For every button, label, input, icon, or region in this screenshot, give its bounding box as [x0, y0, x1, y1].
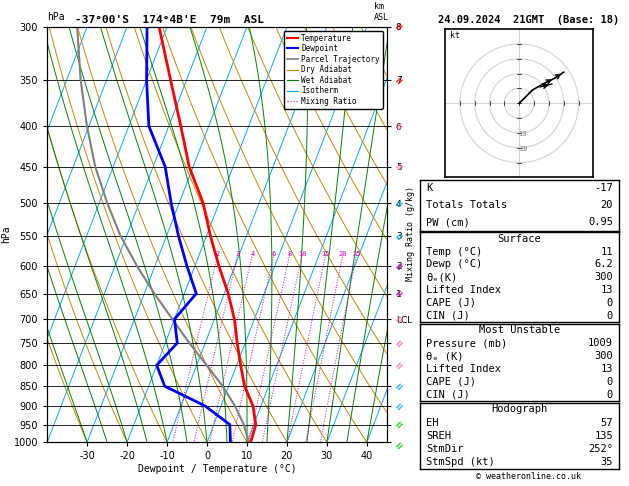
Text: 1009: 1009: [588, 338, 613, 348]
Text: 6: 6: [272, 251, 276, 257]
Text: Lifted Index: Lifted Index: [426, 285, 501, 295]
X-axis label: Dewpoint / Temperature (°C): Dewpoint / Temperature (°C): [138, 464, 296, 474]
Text: StmDir: StmDir: [426, 444, 464, 454]
Text: 15: 15: [321, 251, 330, 257]
Text: 0: 0: [607, 377, 613, 387]
Text: 10: 10: [518, 131, 526, 137]
Text: $\equiv$: $\equiv$: [392, 119, 407, 134]
Text: Totals Totals: Totals Totals: [426, 200, 508, 210]
Text: 0: 0: [607, 390, 613, 400]
Text: K: K: [426, 183, 432, 193]
Text: Mixing Ratio (g/kg): Mixing Ratio (g/kg): [406, 186, 415, 281]
Text: 35: 35: [601, 457, 613, 467]
Text: 57: 57: [601, 417, 613, 428]
Text: $\equiv$: $\equiv$: [392, 379, 407, 394]
Text: 13: 13: [601, 364, 613, 374]
Text: Dewp (°C): Dewp (°C): [426, 260, 482, 269]
Text: 0: 0: [607, 298, 613, 308]
Text: -17: -17: [594, 183, 613, 193]
Text: $\equiv$: $\equiv$: [392, 159, 407, 174]
Text: 24.09.2024  21GMT  (Base: 18): 24.09.2024 21GMT (Base: 18): [438, 15, 619, 25]
Text: 20: 20: [338, 251, 347, 257]
Text: 135: 135: [594, 431, 613, 441]
Text: 6.2: 6.2: [594, 260, 613, 269]
Text: kt: kt: [450, 31, 460, 40]
Text: 4: 4: [250, 251, 255, 257]
Text: $\equiv$: $\equiv$: [392, 19, 407, 34]
Text: 300: 300: [594, 272, 613, 282]
Text: 300: 300: [594, 351, 613, 361]
Text: 10: 10: [298, 251, 306, 257]
Text: CIN (J): CIN (J): [426, 390, 470, 400]
Text: PW (cm): PW (cm): [426, 217, 470, 227]
Text: θₑ (K): θₑ (K): [426, 351, 464, 361]
Text: © weatheronline.co.uk: © weatheronline.co.uk: [476, 472, 581, 481]
Y-axis label: hPa: hPa: [1, 226, 11, 243]
Text: $\equiv$: $\equiv$: [392, 228, 407, 243]
Text: Hodograph: Hodograph: [491, 404, 548, 415]
Text: $\equiv$: $\equiv$: [392, 399, 407, 413]
Text: $\equiv$: $\equiv$: [392, 195, 407, 210]
Y-axis label: km
ASL: km ASL: [423, 215, 440, 235]
Text: Most Unstable: Most Unstable: [479, 325, 560, 335]
Text: SREH: SREH: [426, 431, 451, 441]
Text: 13: 13: [601, 285, 613, 295]
Text: -37°00'S  174°4B'E  79m  ASL: -37°00'S 174°4B'E 79m ASL: [75, 15, 264, 25]
Text: CAPE (J): CAPE (J): [426, 298, 476, 308]
Text: 20: 20: [520, 146, 528, 152]
Text: $\equiv$: $\equiv$: [392, 417, 407, 432]
Text: Temp (°C): Temp (°C): [426, 246, 482, 257]
Text: $\equiv$: $\equiv$: [392, 259, 407, 274]
Text: 2: 2: [216, 251, 220, 257]
Text: CIN (J): CIN (J): [426, 311, 470, 321]
Text: EH: EH: [426, 417, 438, 428]
Text: θₑ(K): θₑ(K): [426, 272, 457, 282]
Text: $\equiv$: $\equiv$: [392, 358, 407, 373]
Text: 0.95: 0.95: [588, 217, 613, 227]
Text: Lifted Index: Lifted Index: [426, 364, 501, 374]
Text: $\equiv$: $\equiv$: [392, 438, 407, 453]
Text: Surface: Surface: [498, 234, 542, 244]
Text: 252°: 252°: [588, 444, 613, 454]
Text: $\equiv$: $\equiv$: [392, 286, 407, 301]
Text: Pressure (mb): Pressure (mb): [426, 338, 508, 348]
Text: 11: 11: [601, 246, 613, 257]
Text: 20: 20: [601, 200, 613, 210]
Text: $\equiv$: $\equiv$: [392, 312, 407, 327]
Legend: Temperature, Dewpoint, Parcel Trajectory, Dry Adiabat, Wet Adiabat, Isotherm, Mi: Temperature, Dewpoint, Parcel Trajectory…: [284, 31, 383, 109]
Text: CAPE (J): CAPE (J): [426, 377, 476, 387]
Text: 8: 8: [287, 251, 292, 257]
Text: 25: 25: [352, 251, 361, 257]
Text: $\equiv$: $\equiv$: [392, 72, 407, 87]
Text: hPa: hPa: [47, 12, 65, 22]
Text: $\equiv$: $\equiv$: [392, 335, 407, 350]
Text: 3: 3: [236, 251, 240, 257]
Text: StmSpd (kt): StmSpd (kt): [426, 457, 495, 467]
Text: 0: 0: [607, 311, 613, 321]
Text: km
ASL: km ASL: [374, 2, 389, 22]
